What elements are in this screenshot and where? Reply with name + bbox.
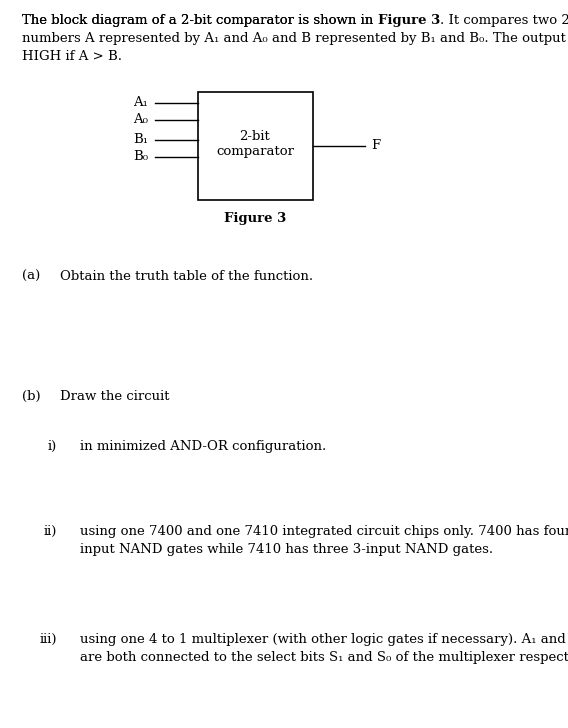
Text: are both connected to the select bits S₁ and S₀ of the multiplexer respectively.: are both connected to the select bits S₁… [80, 651, 568, 664]
Text: B₁: B₁ [133, 133, 148, 146]
Text: in minimized AND-OR configuration.: in minimized AND-OR configuration. [80, 440, 326, 453]
Text: . It compares two 2-bit: . It compares two 2-bit [440, 14, 568, 27]
Text: A₁: A₁ [133, 96, 148, 109]
Text: Draw the circuit: Draw the circuit [60, 390, 169, 403]
Text: 2-bit: 2-bit [240, 130, 270, 143]
Text: (a): (a) [22, 270, 40, 283]
Text: Figure 3: Figure 3 [378, 14, 440, 27]
Text: using one 7400 and one 7410 integrated circuit chips only. 7400 has four 2-: using one 7400 and one 7410 integrated c… [80, 525, 568, 538]
Text: Figure 3: Figure 3 [224, 212, 286, 225]
Text: (b): (b) [22, 390, 41, 403]
Text: B₀: B₀ [133, 150, 148, 163]
Text: F: F [371, 139, 380, 152]
Text: input NAND gates while 7410 has three 3-input NAND gates.: input NAND gates while 7410 has three 3-… [80, 543, 493, 556]
Text: ii): ii) [44, 525, 57, 538]
Text: comparator: comparator [216, 144, 294, 157]
Text: HIGH if A > B.: HIGH if A > B. [22, 50, 122, 63]
Text: i): i) [48, 440, 57, 453]
Text: Obtain the truth table of the function.: Obtain the truth table of the function. [60, 270, 313, 283]
Text: iii): iii) [40, 633, 57, 646]
Bar [198, 92, 313, 200]
Text: The block diagram of a 2-bit comparator is shown in: The block diagram of a 2-bit comparator … [22, 14, 378, 27]
Text: The block diagram of a 2-bit comparator is shown in: The block diagram of a 2-bit comparator … [22, 14, 378, 27]
Text: using one 4 to 1 multiplexer (with other logic gates if necessary). A₁ and A₀: using one 4 to 1 multiplexer (with other… [80, 633, 568, 646]
Text: A₀: A₀ [133, 113, 148, 126]
Text: numbers A represented by A₁ and A₀ and B represented by B₁ and B₀. The output F : numbers A represented by A₁ and A₀ and B… [22, 32, 568, 45]
